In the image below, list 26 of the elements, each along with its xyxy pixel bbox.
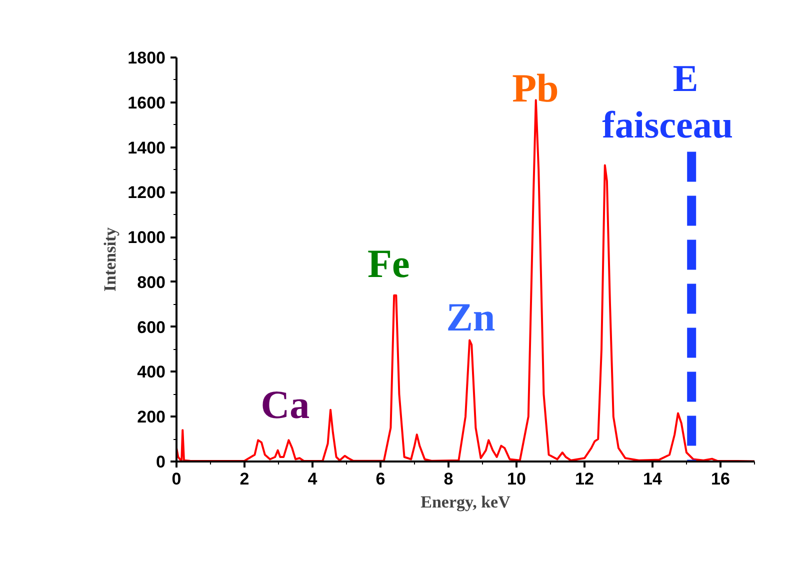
- x-tick-label: 0: [172, 470, 182, 488]
- y-tick-label: 800: [137, 272, 166, 292]
- annotation: Fe: [368, 241, 410, 286]
- y-tick-label: 1200: [128, 183, 166, 202]
- x-tick-label: 16: [711, 470, 730, 488]
- x-tick-label: 4: [308, 470, 318, 488]
- ref-line-label: E faisceau: [602, 58, 734, 146]
- annotation: Zn: [446, 294, 496, 340]
- y-tick-label: 200: [137, 408, 166, 427]
- y-axis-title: Intensity: [100, 226, 120, 292]
- x-tick-label: 10: [507, 470, 526, 488]
- x-axis-title: Energy, keV: [420, 492, 512, 512]
- y-tick-label: 1600: [128, 93, 166, 112]
- y-tick-label: 1800: [128, 48, 166, 68]
- x-tick-label: 6: [376, 470, 386, 488]
- x-tick-label: 8: [444, 470, 454, 488]
- x-tick-label: 2: [240, 470, 250, 488]
- annotation: Ca: [260, 382, 310, 428]
- x-tick-label: 14: [643, 470, 662, 488]
- y-tick-label: 600: [137, 318, 166, 337]
- x-tick-label: 12: [575, 470, 594, 488]
- y-tick-label: 400: [137, 362, 166, 382]
- y-tick-label: 1400: [128, 138, 166, 158]
- y-tick-label: 0: [156, 452, 166, 472]
- y-tick-label: 1000: [128, 228, 166, 248]
- annotation: Pb: [512, 65, 559, 110]
